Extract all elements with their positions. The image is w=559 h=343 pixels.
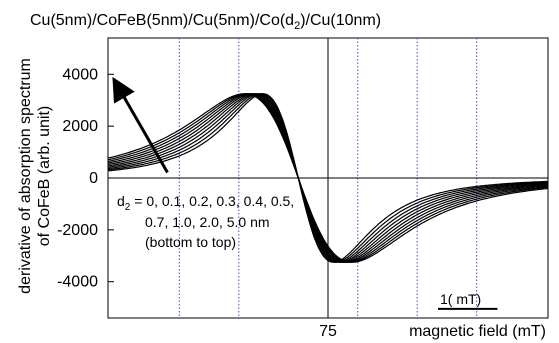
x-tick-label-75: 75 bbox=[319, 323, 337, 340]
curve-d2-0_3 bbox=[107, 93, 549, 263]
curve-d2-0_7 bbox=[107, 93, 549, 263]
curve-d2-1 bbox=[107, 93, 549, 263]
y-tick-label--4000: -4000 bbox=[57, 274, 98, 291]
curve-d2-0_1 bbox=[107, 93, 548, 263]
curve-d2-0_4 bbox=[107, 93, 549, 263]
curve-d2-2 bbox=[107, 93, 549, 263]
thickness-trend-arrow bbox=[112, 76, 169, 174]
y-tick-label--2000: -2000 bbox=[57, 222, 98, 239]
annotation-line3: (bottom to top) bbox=[145, 234, 236, 250]
y-tick-label-4000: 4000 bbox=[62, 66, 98, 83]
y-tick-label-2000: 2000 bbox=[62, 118, 98, 135]
curve-d2-5 bbox=[107, 93, 549, 263]
chart-title: Cu(5nm)/CoFeB(5nm)/Cu(5nm)/Co(d2)/Cu(10n… bbox=[30, 12, 381, 32]
series-curves bbox=[107, 93, 549, 263]
y-tick-label-0: 0 bbox=[89, 170, 98, 187]
y-axis-ticks: 4000 2000 0 -2000 -4000 bbox=[57, 66, 114, 291]
x-axis-label: magnetic field (mT) bbox=[409, 323, 546, 340]
curve-d2-0_5 bbox=[107, 93, 549, 263]
annotation-line2: 0.7, 1.0, 2.0, 5.0 nm bbox=[145, 214, 270, 230]
chart-title-subscript: 2 bbox=[294, 20, 300, 32]
curve-d2-0 bbox=[107, 93, 549, 263]
curve-d2-0_2 bbox=[107, 93, 549, 263]
y-axis-label-line1: derivative of absorption spectrum bbox=[17, 58, 34, 294]
scale-bar-label: 1( mT) bbox=[440, 291, 481, 307]
thickness-annotation: d2 = 0, 0.1, 0.2, 0.3, 0.4, 0.5, 0.7, 1.… bbox=[117, 193, 294, 250]
annotation-line1: d2 = 0, 0.1, 0.2, 0.3, 0.4, 0.5, bbox=[117, 193, 294, 213]
y-axis-label-line2: of CoFeB (arb. unit) bbox=[36, 106, 53, 247]
